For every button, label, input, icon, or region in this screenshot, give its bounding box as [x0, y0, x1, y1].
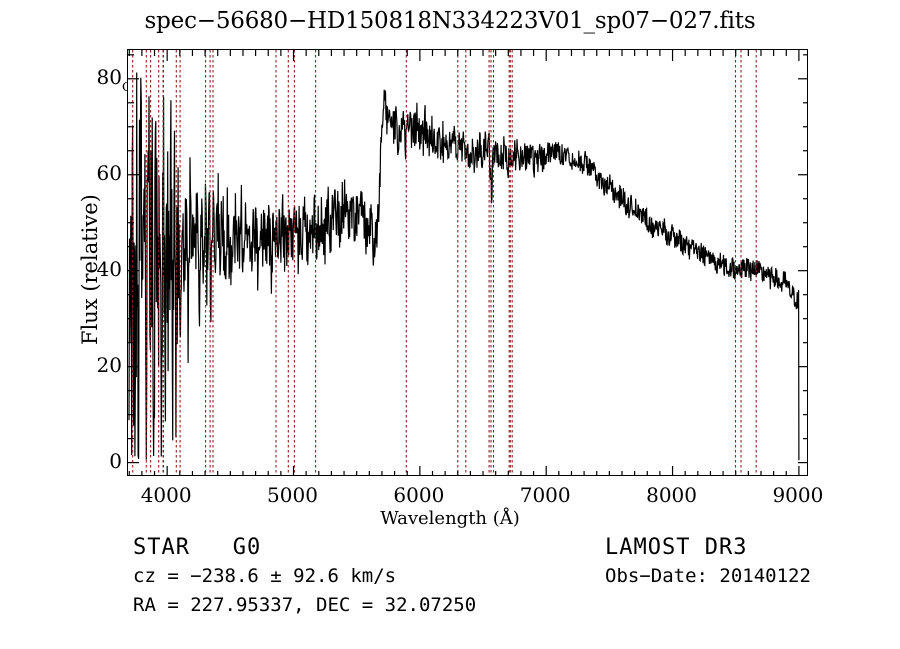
x-tick-label-4000: 4000: [140, 483, 192, 507]
footer-left-block: STAR G0 cz = −238.6 ± 92.6 km/s RA = 227…: [133, 533, 476, 620]
object-type-row: STAR G0: [133, 533, 476, 562]
coords-row: RA = 227.95337, DEC = 32.07250: [133, 594, 477, 616]
object-type: STAR: [133, 535, 190, 560]
x-axis-label: Wavelength (Å): [380, 508, 520, 529]
x-tick-label-9000: 9000: [772, 483, 824, 507]
y-tick-labels: 80 60 40 20 0: [78, 0, 122, 649]
plot-area[interactable]: [127, 49, 808, 476]
spectrum-trace: [128, 72, 800, 461]
obs-date: Obs−Date: 20140122: [605, 565, 811, 587]
x-tick-label-5000: 5000: [267, 483, 318, 507]
footer-right-block: LAMOST DR3 Obs−Date: 20140122: [605, 533, 811, 591]
survey-name: LAMOST DR3: [605, 535, 748, 560]
plot-inner: [128, 50, 807, 475]
y-tick-label-80: 80: [96, 64, 122, 89]
cz-row: cz = −238.6 ± 92.6 km/s: [133, 565, 397, 587]
spectrum-svg: [128, 50, 807, 475]
y-tick-label-60: 60: [96, 160, 122, 185]
y-tick-label-40: 40: [96, 256, 122, 281]
page-title: spec−56680−HD150818N334223V01_sp07−027.f…: [144, 8, 756, 34]
x-tick-label-6000: 6000: [393, 483, 445, 507]
y-tick-label-0: 0: [109, 448, 122, 473]
y-tick-label-20: 20: [96, 352, 122, 377]
spectral-class: G0: [232, 535, 262, 560]
x-tick-label-8000: 8000: [646, 483, 697, 507]
x-tick-label-7000: 7000: [519, 483, 571, 507]
